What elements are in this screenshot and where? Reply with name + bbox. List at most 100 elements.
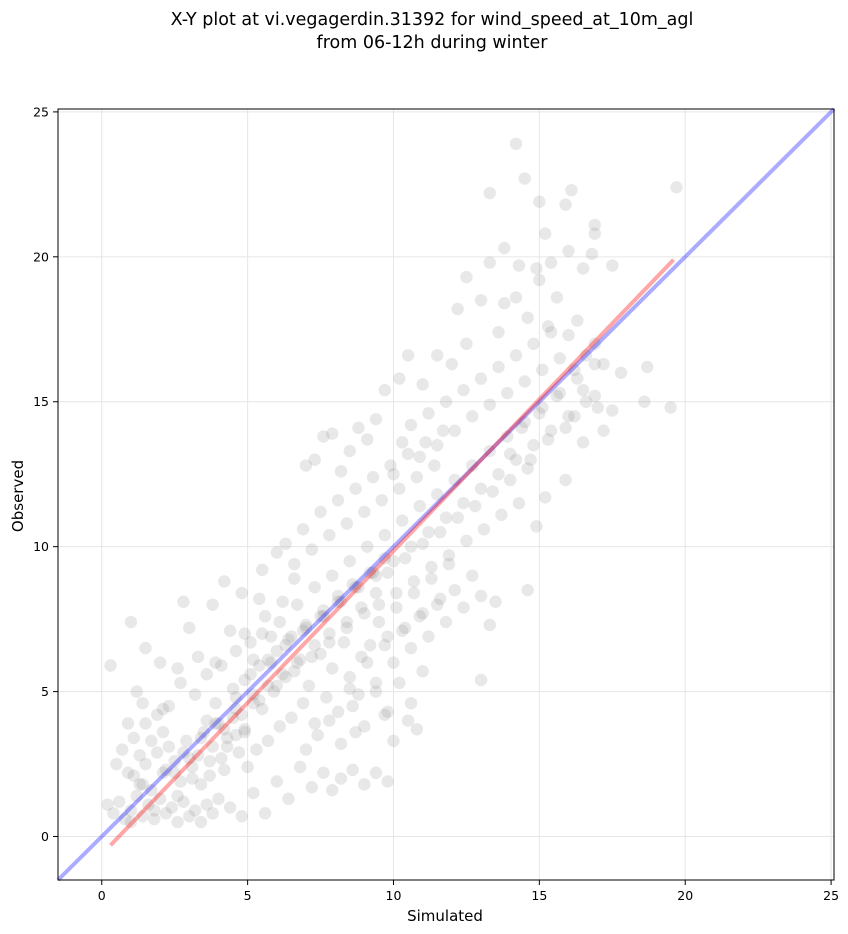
data-point [285,630,298,643]
data-point [171,789,184,803]
data-point [279,537,292,550]
data-point [194,778,208,791]
data-point [323,636,336,649]
data-point [221,740,234,753]
data-point [393,676,406,690]
y-tick-label: 25 [33,104,49,119]
data-point [544,256,558,269]
data-point [425,560,438,574]
data-point [483,398,496,411]
data-point [191,749,205,762]
data-point [571,372,584,385]
data-point [171,815,184,829]
data-point [451,511,464,524]
data-point [229,702,243,716]
data-point [538,227,552,240]
data-point [378,528,391,542]
data-point [317,766,330,779]
data-point [334,772,348,785]
data-point [308,453,321,466]
data-point [340,615,354,629]
y-tick-label: 5 [41,684,49,699]
data-point [346,763,359,777]
data-point [457,383,470,397]
data-point [104,659,117,672]
data-point [183,810,196,823]
data-point [366,470,380,484]
data-point [363,566,377,579]
data-point [550,389,564,403]
data-point [396,514,409,527]
data-point [358,778,371,791]
data-point [530,262,543,275]
data-point [404,696,418,710]
data-point [288,572,301,585]
data-point [191,650,205,664]
data-point [369,685,383,698]
data-point [416,537,429,550]
data-point [334,465,348,478]
data-point [518,415,531,429]
data-point [229,691,243,704]
data-point [110,757,123,771]
data-point [326,783,339,797]
data-point [372,598,386,611]
data-point [194,815,208,829]
data-point [591,401,604,414]
data-point [431,488,444,501]
data-point [206,740,219,753]
data-point [124,615,138,629]
data-point [311,728,324,742]
data-point [431,598,444,611]
data-point [162,740,176,753]
data-point [396,436,409,449]
data-point [156,766,170,779]
data-point [203,769,216,782]
data-point [544,325,558,339]
data-point [390,601,403,614]
data-point [253,592,266,606]
data-point [483,618,496,632]
data-point [244,668,257,681]
data-point [381,775,394,788]
data-point [536,401,549,414]
data-point [148,812,161,826]
data-point [323,528,336,542]
y-tick-label: 0 [41,829,49,844]
data-point [413,499,426,513]
data-point [326,662,339,675]
data-point [296,523,310,536]
data-point [390,586,403,600]
data-point [226,711,240,724]
data-point [323,627,336,640]
data-point [521,311,534,324]
data-point [270,679,283,693]
data-point [541,320,555,333]
data-point [215,659,228,672]
data-point [156,725,170,739]
data-point [372,615,386,629]
data-point [369,569,383,582]
data-point [229,728,243,742]
data-point [153,792,167,806]
data-point [576,436,590,449]
data-point [314,505,327,519]
data-point [398,621,412,635]
data-point [168,754,181,768]
data-point [264,630,278,643]
data-point [235,708,248,721]
data-point [509,349,523,362]
data-point [139,757,152,771]
data-point [509,453,523,466]
data-point [258,807,272,820]
data-point [410,723,424,736]
data-point [512,496,526,510]
data-point [156,702,170,716]
data-point [396,624,409,637]
data-point [562,244,575,258]
data-point [343,670,356,684]
data-point [398,552,412,565]
data-point [121,717,135,730]
data-point [562,328,575,342]
